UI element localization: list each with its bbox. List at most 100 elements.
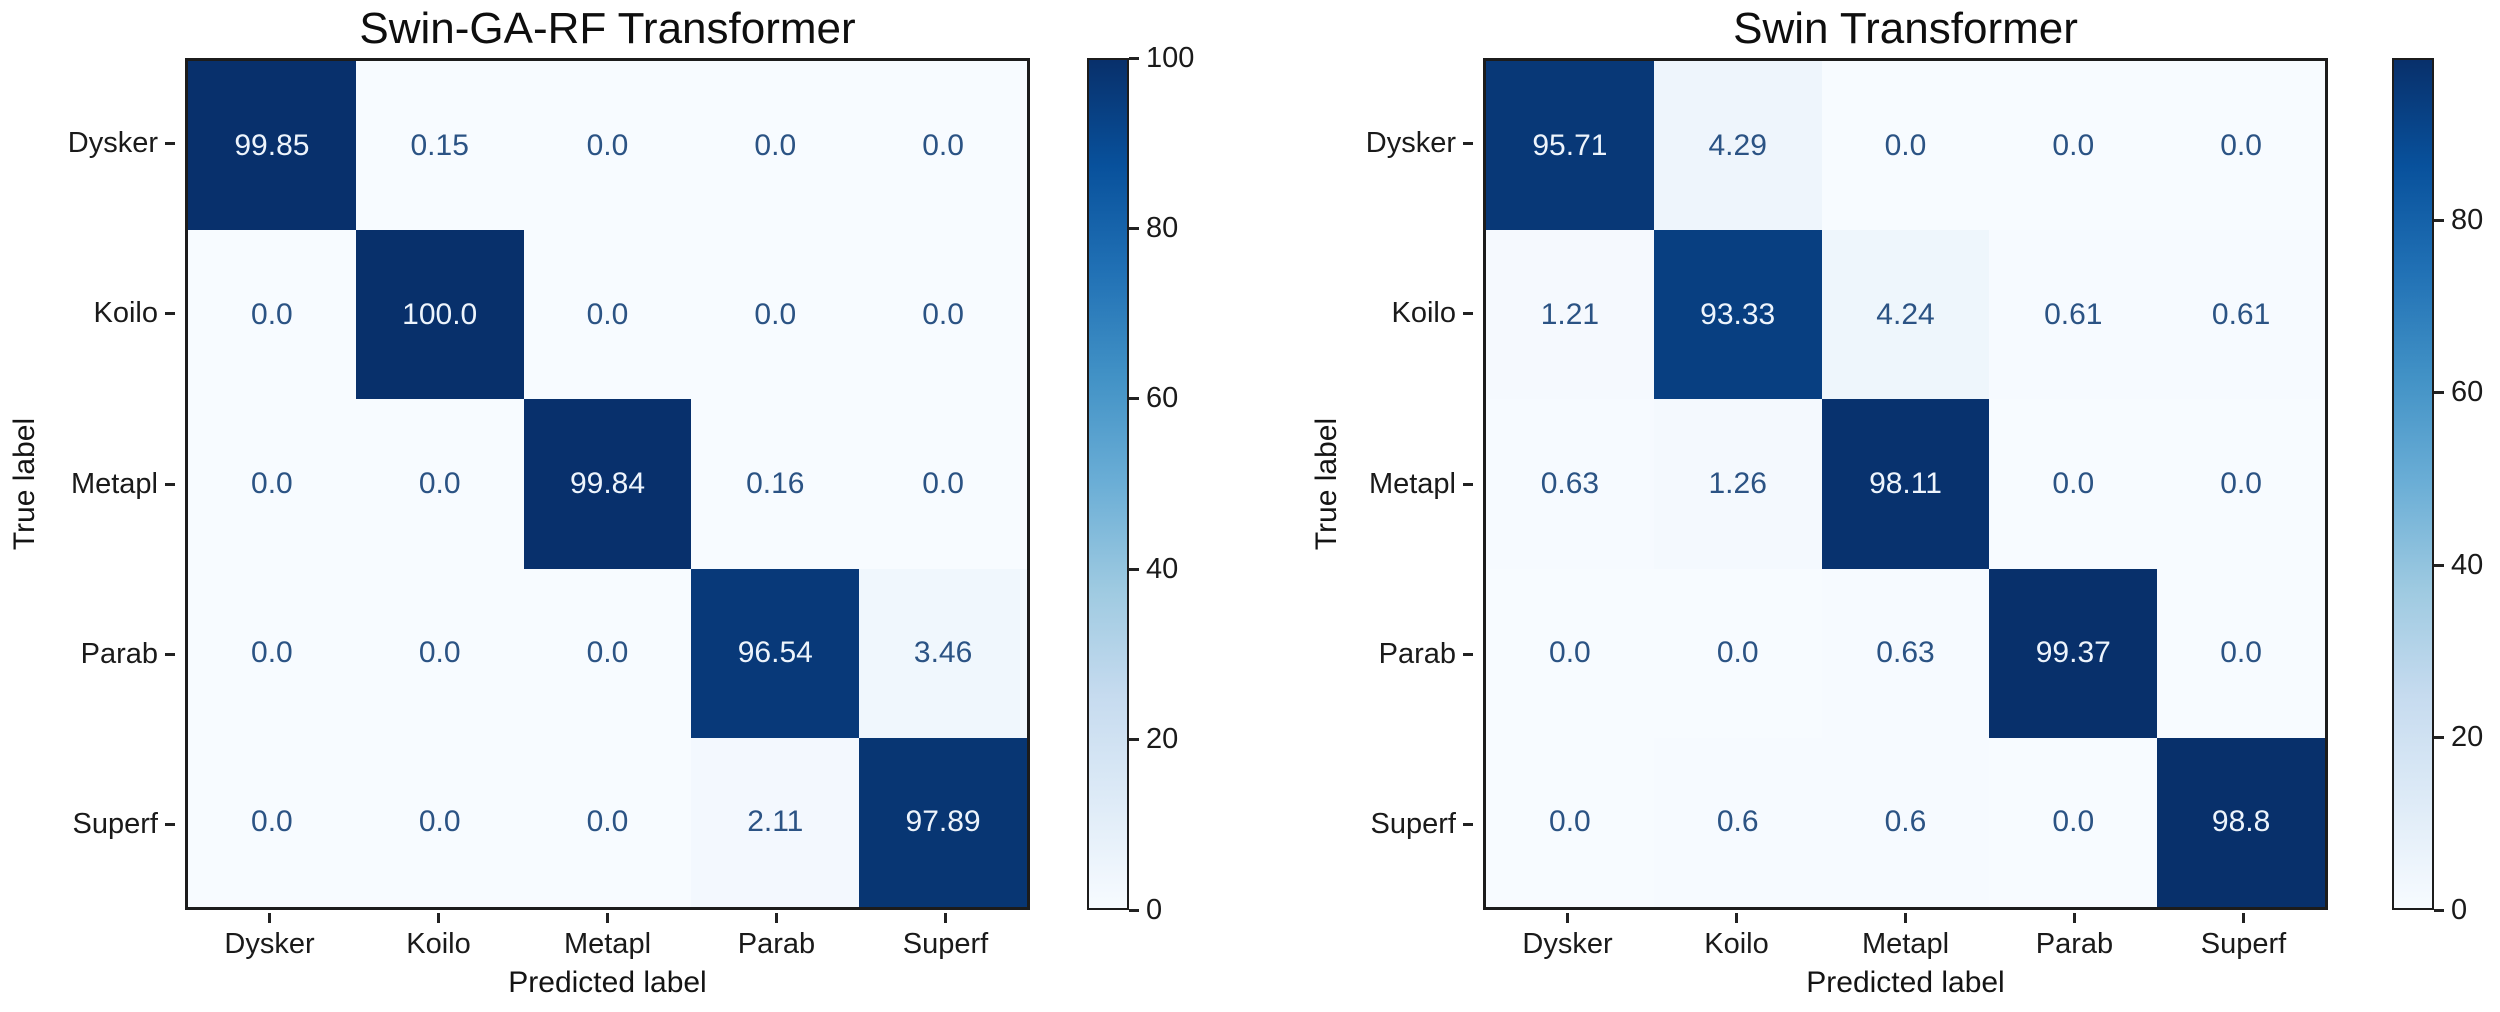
colorbar-tick-label: 0	[2451, 893, 2468, 926]
matrix-cell-Parab-Superf: 0.0	[2157, 568, 2325, 738]
x-tick-label: Dysker	[224, 928, 315, 960]
x-tick-Parab: Parab	[692, 913, 861, 969]
matrix-cell-Metapl-Parab: 0.16	[691, 399, 860, 569]
y-tick-mark	[165, 482, 175, 486]
colorbar-tick-label: 100	[1146, 41, 1195, 74]
x-tick-Metapl: Metapl	[1821, 913, 1990, 969]
y-tick-mark	[165, 312, 175, 316]
y-tick-label: Metapl	[70, 467, 158, 500]
matrix-cell-Parab-Superf: 3.46	[859, 568, 1027, 738]
matrix-cell-Koilo-Dysker: 0.0	[188, 230, 356, 400]
matrix-cell-Dysker-Dysker: 95.71	[1486, 61, 1654, 231]
matrix-cell-Koilo-Parab: 0.61	[1989, 230, 2158, 400]
matrix-cell-Superf-Metapl: 0.6	[1821, 737, 1990, 907]
colorbar-tick-mark	[2434, 908, 2444, 912]
x-tick-Superf: Superf	[2159, 913, 2328, 969]
y-tick-Superf: Superf	[1303, 740, 1473, 910]
matrix-cell-Parab-Metapl: 0.0	[523, 568, 692, 738]
colorbar-tick-label: 40	[1146, 552, 1179, 585]
y-tick-Koilo: Koilo	[5, 228, 175, 398]
y-tick-mark	[1463, 141, 1473, 145]
colorbar-tick-0: 0	[2434, 894, 2467, 926]
matrix-cell-Dysker-Parab: 0.0	[691, 61, 860, 231]
x-tick-label: Superf	[902, 928, 989, 960]
y-tick-Dysker: Dysker	[1303, 58, 1473, 228]
x-tick-Koilo: Koilo	[1652, 913, 1821, 969]
matrix-cell-Koilo-Parab: 0.0	[691, 230, 860, 400]
colorbar-tick-label: 20	[1146, 723, 1179, 756]
matrix-cell-Superf-Parab: 2.11	[691, 737, 860, 907]
colorbar-tick-label: 40	[2451, 548, 2484, 581]
matrix-cell-Metapl-Metapl: 99.84	[523, 399, 692, 569]
matrix-cell-Superf-Parab: 0.0	[1989, 737, 2158, 907]
x-tick-mark	[1904, 913, 1907, 923]
x-tick-mark	[1735, 913, 1738, 923]
colorbar-tick-60: 60	[1129, 382, 1178, 415]
x-tick-label: Parab	[737, 928, 816, 960]
y-tick-label: Parab	[80, 637, 158, 670]
y-tick-label: Superf	[72, 808, 158, 841]
right-row-labels: Dysker Koilo Metapl Parab Superf	[1303, 58, 1473, 910]
y-tick-Parab: Parab	[5, 569, 175, 739]
colorbar-tick-40: 40	[1129, 553, 1178, 585]
x-tick-mark	[2242, 913, 2245, 923]
matrix-cell-Dysker-Koilo: 0.15	[355, 61, 524, 231]
colorbar-tick-mark	[1129, 908, 1139, 912]
colorbar-tick-label: 0	[1146, 893, 1163, 926]
matrix-cell-Superf-Metapl: 0.0	[523, 737, 692, 907]
colorbar-tick-20: 20	[2434, 721, 2483, 754]
matrix-cell-Parab-Koilo: 0.0	[1653, 568, 1822, 738]
colorbar-tick-80: 80	[2434, 204, 2483, 236]
matrix-cell-Koilo-Superf: 0.61	[2157, 230, 2325, 400]
x-tick-Dysker: Dysker	[185, 913, 354, 969]
matrix-cell-Parab-Metapl: 0.63	[1821, 568, 1990, 738]
matrix-cell-Dysker-Parab: 0.0	[1989, 61, 2158, 231]
left-row-labels: Dysker Koilo Metapl Parab Superf	[5, 58, 175, 910]
left-confusion-matrix: 99.85 0.15 0.0 0.0 0.0 0.0 100.0 0.0 0.0 0.0 0.0 0.…	[185, 58, 1030, 910]
x-tick-mark	[1566, 913, 1569, 923]
left-colorbar	[1087, 58, 1129, 910]
y-tick-mark	[165, 823, 175, 827]
matrix-cell-Koilo-Koilo: 93.33	[1653, 230, 1822, 400]
matrix-cell-Dysker-Metapl: 0.0	[523, 61, 692, 231]
colorbar-tick-label: 80	[1146, 211, 1179, 244]
y-tick-label: Koilo	[93, 297, 159, 330]
colorbar-tick-mark	[1129, 738, 1139, 742]
matrix-cell-Superf-Superf: 97.89	[859, 737, 1027, 907]
colorbar-tick-20: 20	[1129, 723, 1179, 756]
colorbar-tick-label: 60	[2451, 376, 2484, 409]
x-tick-label: Metapl	[563, 928, 652, 960]
matrix-cell-Metapl-Metapl: 98.11	[1821, 399, 1990, 569]
matrix-cell-Superf-Koilo: 0.0	[355, 737, 524, 907]
colorbar-tick-40: 40	[2434, 549, 2483, 581]
matrix-cell-Metapl-Dysker: 0.0	[188, 399, 356, 569]
colorbar-tick-mark	[2434, 563, 2444, 567]
left-colorbar-ticks: 100 80 60 40 20 0	[1129, 42, 1239, 926]
matrix-cell-Parab-Parab: 99.37	[1989, 568, 2158, 738]
right-confusion-matrix: 95.71 4.29 0.0 0.0 0.0 1.21 93.33 4.24 0.61 0.61 0…	[1483, 58, 2328, 910]
x-tick-mark	[268, 913, 271, 923]
y-tick-label: Dysker	[67, 126, 158, 159]
matrix-cell-Dysker-Dysker: 99.85	[188, 61, 356, 231]
y-tick-label: Superf	[1370, 808, 1456, 841]
x-tick-mark	[944, 913, 947, 923]
x-tick-Metapl: Metapl	[523, 913, 692, 969]
colorbar-tick-mark	[1129, 397, 1139, 401]
matrix-cell-Dysker-Superf: 0.0	[2157, 61, 2325, 231]
x-tick-mark	[437, 913, 440, 923]
matrix-cell-Dysker-Koilo: 4.29	[1653, 61, 1822, 231]
right-col-labels: Dysker Koilo Metapl Parab Superf	[1483, 913, 2328, 969]
colorbar-tick-mark	[2434, 391, 2444, 395]
x-tick-Parab: Parab	[1990, 913, 2159, 969]
y-tick-mark	[1463, 482, 1473, 486]
y-tick-mark	[1463, 312, 1473, 316]
x-tick-Koilo: Koilo	[354, 913, 523, 969]
y-tick-Metapl: Metapl	[5, 399, 175, 569]
matrix-cell-Parab-Dysker: 0.0	[188, 568, 356, 738]
y-tick-mark	[1463, 652, 1473, 656]
colorbar-tick-mark	[1129, 226, 1139, 230]
right-colorbar	[2392, 58, 2434, 910]
colorbar-tick-label: 80	[2451, 203, 2484, 236]
y-tick-mark	[1463, 823, 1473, 827]
matrix-cell-Koilo-Metapl: 4.24	[1821, 230, 1990, 400]
